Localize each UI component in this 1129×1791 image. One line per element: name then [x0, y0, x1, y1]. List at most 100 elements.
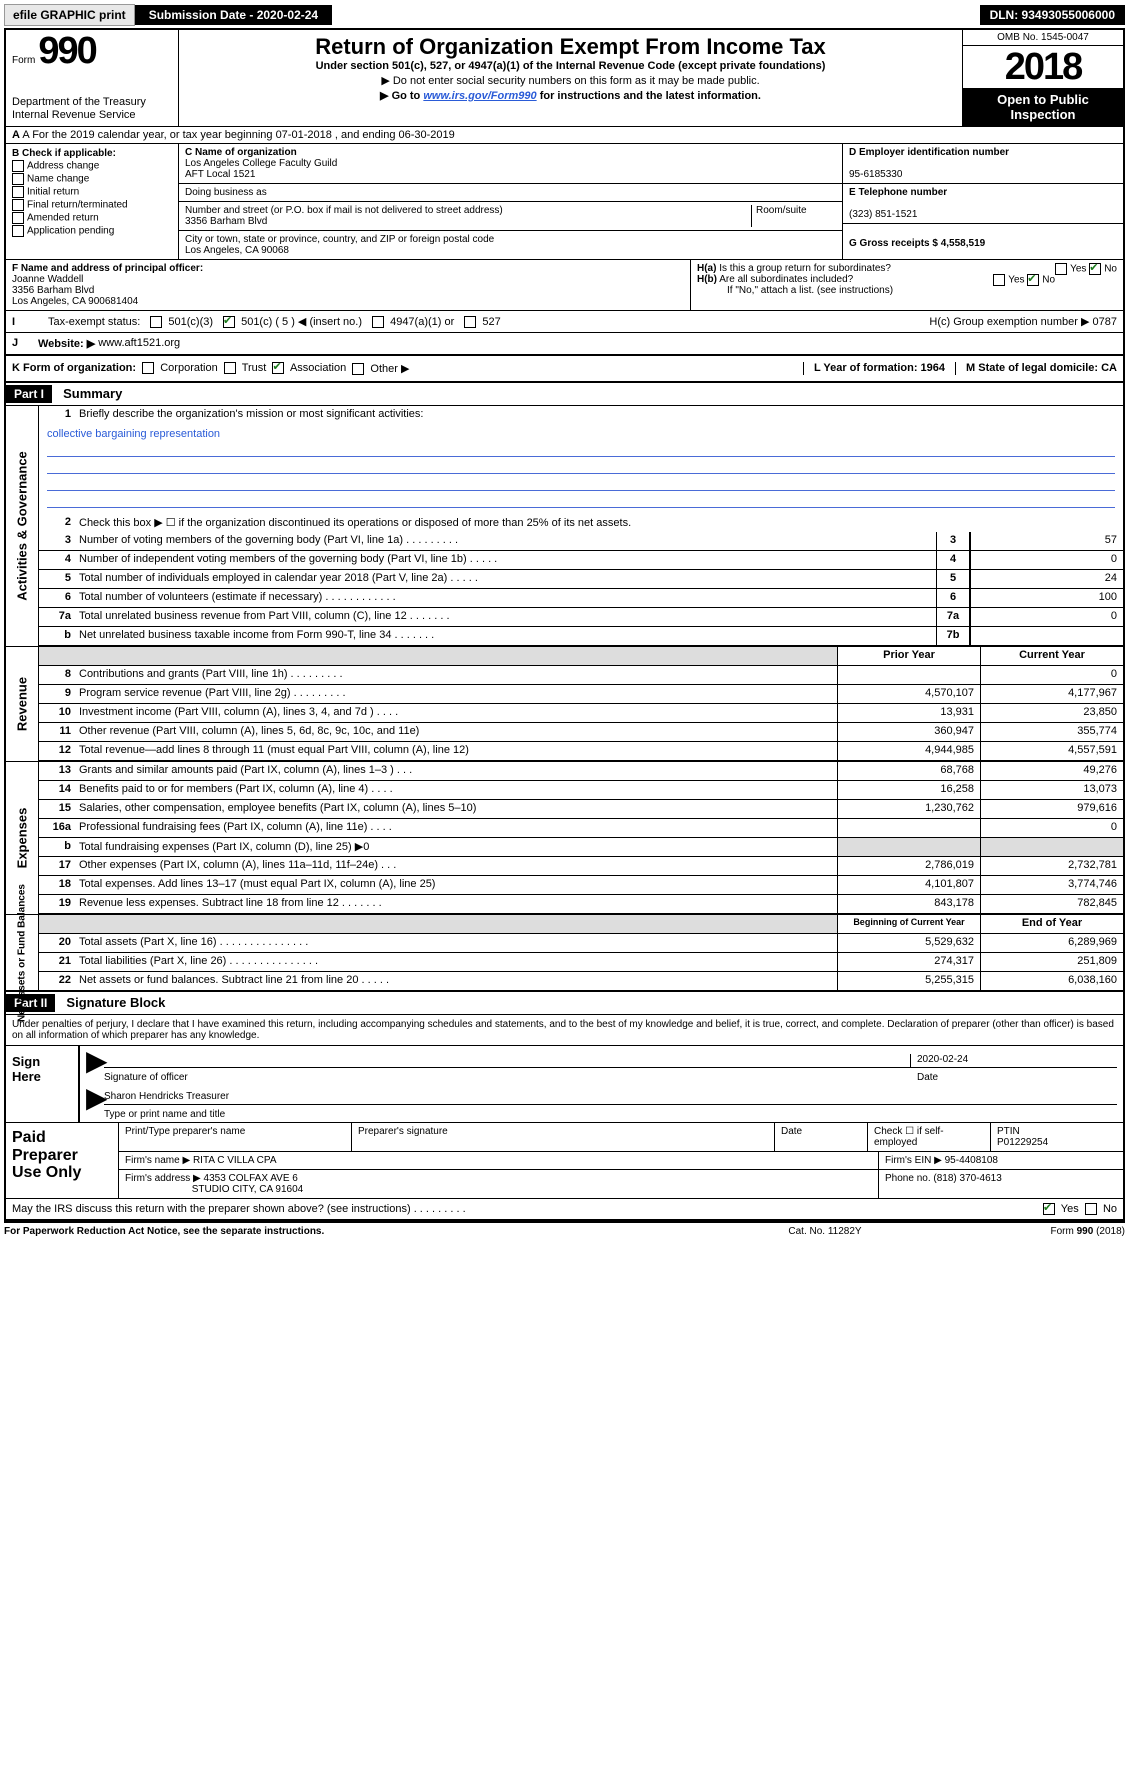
- firm-phone: Phone no. (818) 370-4613: [879, 1170, 1123, 1198]
- submission-date: Submission Date - 2020-02-24: [135, 5, 332, 25]
- line-17: Other expenses (Part IX, column (A), lin…: [75, 857, 837, 875]
- box-b: B Check if applicable: Address change Na…: [6, 144, 179, 259]
- perjury-text: Under penalties of perjury, I declare th…: [6, 1015, 1123, 1046]
- discuss-text: May the IRS discuss this return with the…: [12, 1203, 1043, 1215]
- chk-527[interactable]: 527: [464, 316, 500, 328]
- chk-final-return[interactable]: Final return/terminated: [12, 199, 172, 211]
- line-4: Number of independent voting members of …: [75, 551, 936, 569]
- prep-date-hdr: Date: [775, 1123, 868, 1151]
- open-public: Open to Public Inspection: [963, 88, 1123, 126]
- form-container: Form 990 Department of the TreasuryInter…: [4, 28, 1125, 1223]
- chk-501c3[interactable]: 501(c)(3): [150, 316, 213, 328]
- part1-title: Summary: [55, 386, 122, 401]
- omb-number: OMB No. 1545-0047: [963, 30, 1123, 46]
- line-16a: Professional fundraising fees (Part IX, …: [75, 819, 837, 837]
- chk-trust[interactable]: Trust: [224, 362, 267, 375]
- firm-ein: Firm's EIN ▶ 95-4408108: [879, 1152, 1123, 1169]
- chk-address-change[interactable]: Address change: [12, 160, 172, 172]
- chk-name-change[interactable]: Name change: [12, 173, 172, 185]
- part2-title: Signature Block: [58, 995, 165, 1010]
- chk-501c[interactable]: 501(c) ( 5 ) ◀ (insert no.): [223, 315, 362, 328]
- form-footer: Form 990 (2018): [925, 1226, 1125, 1237]
- box-m-state: M State of legal domicile: CA: [955, 362, 1117, 375]
- tab-governance: Activities & Governance: [15, 451, 30, 601]
- row-a-period: A A For the 2019 calendar year, or tax y…: [6, 127, 1123, 144]
- box-h: H(a) Is this a group return for subordin…: [691, 260, 1123, 310]
- dln: DLN: 93493055006000: [980, 5, 1125, 25]
- prep-self-emp: Check ☐ if self-employed: [868, 1123, 991, 1151]
- tab-netassets: Net Assets or Fund Balances: [17, 884, 28, 1022]
- tax-year: 2018: [963, 46, 1123, 88]
- tax-status-label: Tax-exempt status:: [48, 316, 140, 328]
- tab-revenue: Revenue: [15, 677, 30, 731]
- form-number: 990: [38, 30, 95, 72]
- line-15: Salaries, other compensation, employee b…: [75, 800, 837, 818]
- paperwork-notice: For Paperwork Reduction Act Notice, see …: [4, 1226, 725, 1237]
- topbar: efile GRAPHIC print Submission Date - 20…: [4, 4, 1125, 26]
- line-14: Benefits paid to or for members (Part IX…: [75, 781, 837, 799]
- val-7b: [970, 627, 1123, 645]
- prep-name-hdr: Print/Type preparer's name: [119, 1123, 352, 1151]
- paid-preparer-label: PaidPreparerUse Only: [6, 1123, 119, 1198]
- chk-amended[interactable]: Amended return: [12, 212, 172, 224]
- goto-note: ▶ Go to www.irs.gov/Form990 for instruct…: [187, 89, 954, 102]
- part1-header: Part I: [6, 385, 52, 403]
- line-6: Total number of volunteers (estimate if …: [75, 589, 936, 607]
- hdr-end: End of Year: [980, 915, 1123, 933]
- line-16b: Total fundraising expenses (Part IX, col…: [75, 838, 837, 856]
- firm-name: Firm's name ▶ RITA C VILLA CPA: [119, 1152, 879, 1169]
- box-g-receipts: G Gross receipts $ 4,558,519: [843, 224, 1123, 252]
- val-3: 57: [970, 532, 1123, 550]
- box-c-dba: Doing business as: [179, 184, 842, 202]
- chk-4947[interactable]: 4947(a)(1) or: [372, 316, 454, 328]
- form-subtitle: Under section 501(c), 527, or 4947(a)(1)…: [187, 60, 954, 72]
- chk-corp[interactable]: Corporation: [142, 362, 218, 375]
- box-c-name: C Name of organization Los Angeles Colle…: [179, 144, 842, 184]
- chk-app-pending[interactable]: Application pending: [12, 225, 172, 237]
- val-8c: 0: [980, 666, 1123, 684]
- box-l-year: L Year of formation: 1964: [803, 362, 955, 375]
- prep-sig-hdr: Preparer's signature: [352, 1123, 775, 1151]
- ssn-note: ▶ Do not enter social security numbers o…: [187, 74, 954, 87]
- ptin: PTINP01229254: [991, 1123, 1123, 1151]
- department: Department of the TreasuryInternal Reven…: [12, 96, 172, 122]
- mission-text: collective bargaining representation: [47, 428, 220, 440]
- line-7a: Total unrelated business revenue from Pa…: [75, 608, 936, 626]
- website-value: www.aft1521.org: [98, 337, 180, 350]
- line-1: Briefly describe the organization's miss…: [75, 406, 1123, 424]
- box-hc: H(c) Group exemption number ▶ 0787: [929, 315, 1117, 328]
- instructions-link[interactable]: www.irs.gov/Form990: [423, 90, 536, 102]
- discuss-yes[interactable]: Yes: [1043, 1203, 1079, 1215]
- val-6: 100: [970, 589, 1123, 607]
- line-13: Grants and similar amounts paid (Part IX…: [75, 762, 837, 780]
- type-name-label: Type or print name and title: [104, 1109, 225, 1120]
- chk-assoc[interactable]: Association: [272, 362, 346, 375]
- date-label: Date: [911, 1072, 1117, 1083]
- line-19: Revenue less expenses. Subtract line 18 …: [75, 895, 837, 913]
- cat-no: Cat. No. 11282Y: [725, 1226, 925, 1237]
- hdr-curr: Current Year: [980, 647, 1123, 665]
- box-c-city: City or town, state or province, country…: [179, 231, 842, 259]
- k-label: K Form of organization:: [12, 362, 136, 375]
- header: Form 990 Department of the TreasuryInter…: [6, 30, 1123, 127]
- efile-button[interactable]: efile GRAPHIC print: [4, 4, 135, 26]
- firm-address: Firm's address ▶ 4353 COLFAX AVE 6 STUDI…: [119, 1170, 879, 1198]
- line-9: Program service revenue (Part VIII, line…: [75, 685, 837, 703]
- discuss-no[interactable]: No: [1085, 1203, 1117, 1215]
- website-label: Website: ▶: [38, 337, 95, 350]
- line-3: Number of voting members of the governin…: [75, 532, 936, 550]
- line-21: Total liabilities (Part X, line 26) . . …: [75, 953, 837, 971]
- line-18: Total expenses. Add lines 13–17 (must eq…: [75, 876, 837, 894]
- box-e-phone: E Telephone number(323) 851-1521: [843, 184, 1123, 224]
- line-7b: Net unrelated business taxable income fr…: [75, 627, 936, 645]
- chk-other[interactable]: Other ▶: [352, 362, 409, 375]
- line-8: Contributions and grants (Part VIII, lin…: [75, 666, 837, 684]
- val-5: 24: [970, 570, 1123, 588]
- part2-header: Part II: [6, 994, 55, 1012]
- sign-date: 2020-02-24: [910, 1054, 1117, 1068]
- chk-initial-return[interactable]: Initial return: [12, 186, 172, 198]
- sig-officer-label: Signature of officer: [104, 1072, 911, 1083]
- line-10: Investment income (Part VIII, column (A)…: [75, 704, 837, 722]
- box-f-officer: F Name and address of principal officer:…: [6, 260, 691, 310]
- hdr-prior: Prior Year: [837, 647, 980, 665]
